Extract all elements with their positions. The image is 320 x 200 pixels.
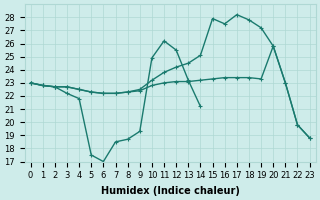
- X-axis label: Humidex (Indice chaleur): Humidex (Indice chaleur): [101, 186, 240, 196]
